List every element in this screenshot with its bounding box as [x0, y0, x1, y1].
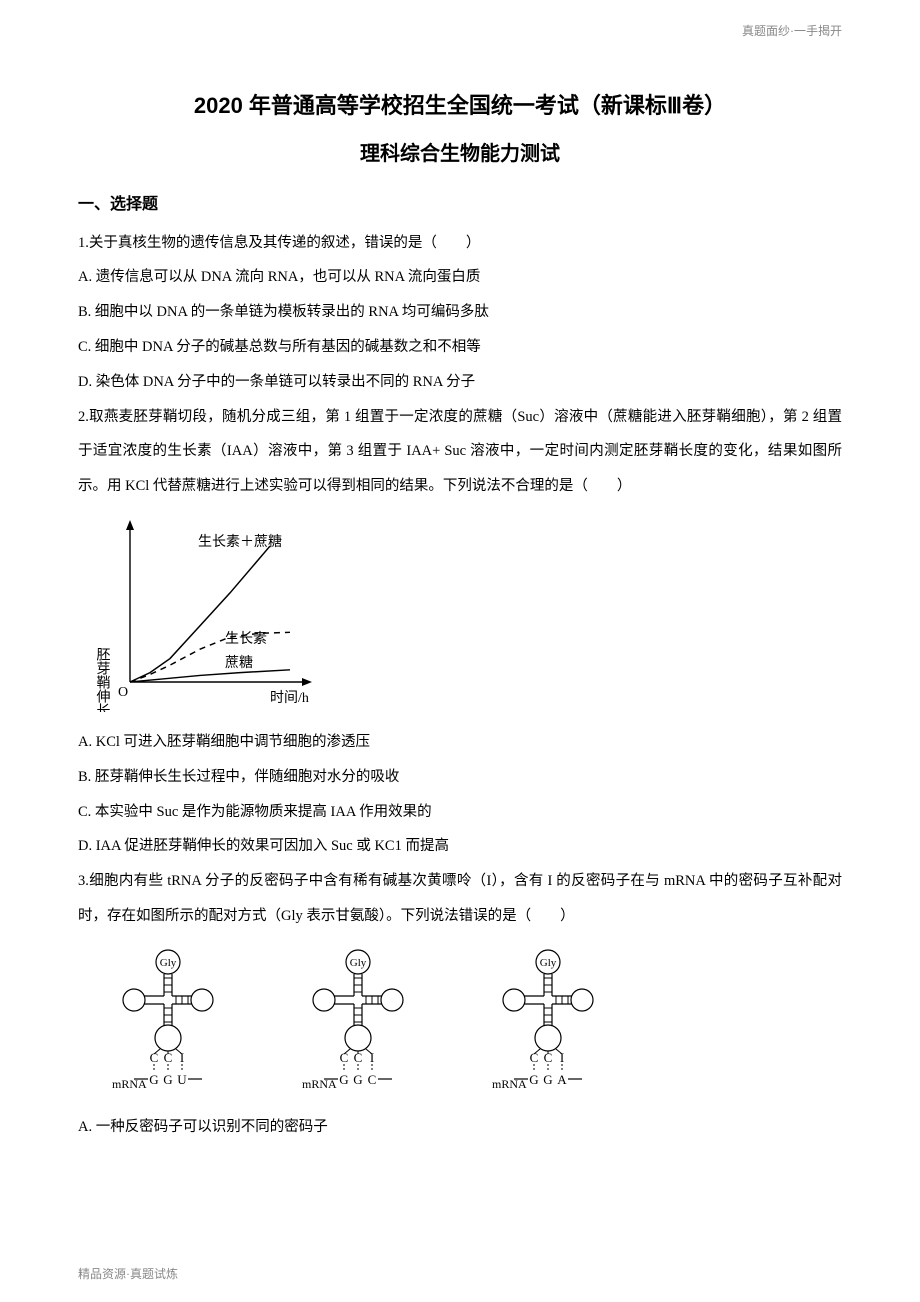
svg-text:A: A [557, 1072, 567, 1087]
svg-text:mRNA: mRNA [112, 1077, 147, 1091]
svg-text:O: O [118, 685, 128, 700]
svg-text:G: G [339, 1072, 348, 1087]
svg-text:蔗糖: 蔗糖 [225, 655, 253, 671]
title-main: 2020 年普通高等学校招生全国统一考试（新课标Ⅲ卷） [78, 88, 842, 120]
svg-text:G: G [529, 1072, 538, 1087]
svg-text:C: C [530, 1050, 539, 1065]
svg-text:生长素＋蔗糖: 生长素＋蔗糖 [198, 534, 282, 550]
svg-text:Gly: Gly [160, 957, 177, 969]
svg-text:G: G [543, 1072, 552, 1087]
svg-text:G: G [163, 1072, 172, 1087]
q2-option-d: D. IAA 促进胚芽鞘伸长的效果可因加入 Suc 或 KC1 而提高 [78, 829, 842, 864]
svg-text:G: G [353, 1072, 362, 1087]
q1-option-c: C. 细胞中 DNA 分子的碱基总数与所有基因的碱基数之和不相等 [78, 330, 842, 365]
section-heading: 一、选择题 [78, 190, 842, 214]
q2-stem: 2.取燕麦胚芽鞘切段，随机分成三组，第 1 组置于一定浓度的蔗糖（Suc）溶液中… [78, 400, 842, 504]
q1-option-b: B. 细胞中以 DNA 的一条单链为模板转录出的 RNA 均可编码多肽 [78, 295, 842, 330]
q1-option-d: D. 染色体 DNA 分子中的一条单链可以转录出不同的 RNA 分子 [78, 365, 842, 400]
svg-text:G: G [149, 1072, 158, 1087]
q3-stem: 3.细胞内有些 tRNA 分子的反密码子中含有稀有碱基次黄嘌呤（I），含有 I … [78, 864, 842, 934]
svg-text:mRNA: mRNA [492, 1077, 527, 1091]
q2-option-b: B. 胚芽鞘伸长生长过程中，伴随细胞对水分的吸收 [78, 760, 842, 795]
q1-option-a: A. 遗传信息可以从 DNA 流向 RNA，也可以从 RNA 流向蛋白质 [78, 260, 842, 295]
page: 真题面纱·一手揭开 2020 年普通高等学校招生全国统一考试（新课标Ⅲ卷） 理科… [0, 0, 920, 1175]
svg-text:胚芽鞘伸长率/%: 胚芽鞘伸长率/% [95, 647, 111, 712]
trna-item: GlyCGCGIAmRNA [478, 948, 618, 1098]
title-sub: 理科综合生物能力测试 [78, 137, 842, 166]
svg-text:C: C [340, 1050, 349, 1065]
footer-left: 精品资源·真题试炼 [78, 1265, 178, 1282]
q2-option-a: A. KCl 可进入胚芽鞘细胞中调节细胞的渗透压 [78, 725, 842, 760]
trna-item: GlyCGCGIUmRNA [98, 948, 238, 1098]
svg-text:C: C [150, 1050, 159, 1065]
q3-option-a: A. 一种反密码子可以识别不同的密码子 [78, 1110, 842, 1145]
svg-text:C: C [368, 1072, 377, 1087]
svg-text:时间/h: 时间/h [270, 690, 309, 706]
svg-text:Gly: Gly [350, 957, 367, 969]
trna-item: GlyCGCGICmRNA [288, 948, 428, 1098]
q2-option-c: C. 本实验中 Suc 是作为能源物质来提高 IAA 作用效果的 [78, 795, 842, 830]
svg-text:mRNA: mRNA [302, 1077, 337, 1091]
header-right: 真题面纱·一手揭开 [742, 22, 842, 39]
svg-text:生长素: 生长素 [225, 631, 267, 647]
q3-diagram: GlyCGCGIUmRNAGlyCGCGICmRNAGlyCGCGIAmRNA [98, 948, 842, 1098]
q1-stem: 1.关于真核生物的遗传信息及其传递的叙述，错误的是（ ） [78, 226, 842, 261]
q2-chart-svg: O 胚芽鞘伸长率/% 时间/h 生长素＋蔗糖生长素蔗糖 [84, 512, 344, 712]
q2-chart: O 胚芽鞘伸长率/% 时间/h 生长素＋蔗糖生长素蔗糖 [84, 512, 842, 717]
svg-text:U: U [177, 1072, 187, 1087]
svg-text:Gly: Gly [540, 957, 557, 969]
